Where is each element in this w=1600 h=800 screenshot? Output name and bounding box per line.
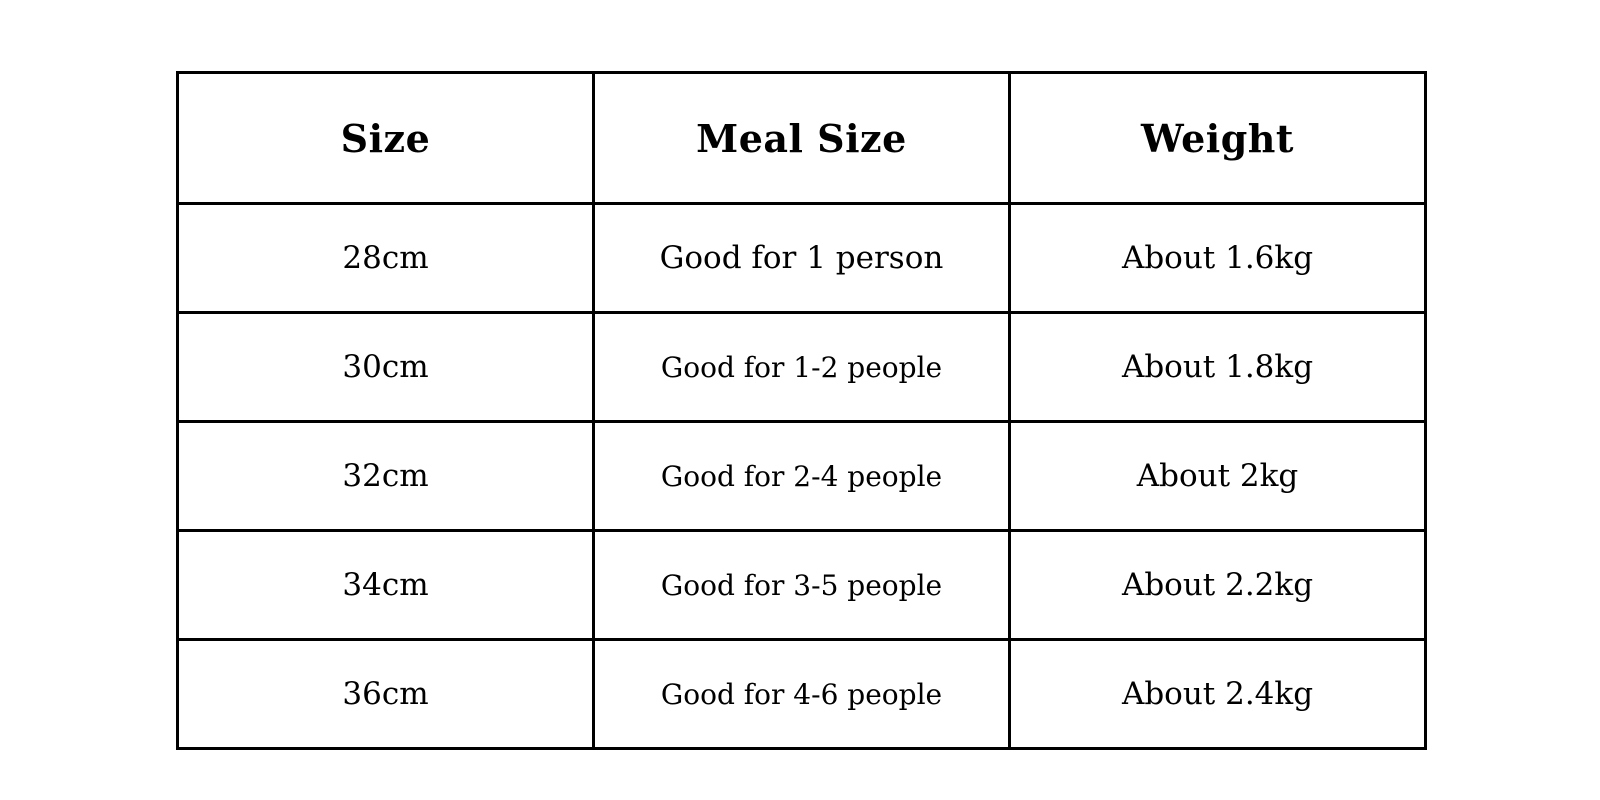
table-cell: About 2kg: [1008, 420, 1427, 532]
table-row: 28cm Good for 1 person About 1.6kg: [176, 202, 1427, 314]
table-row: 34cm Good for 3-5 people About 2.2kg: [176, 529, 1427, 641]
table-cell: Good for 3-5 people: [592, 529, 1011, 641]
table-cell: 30cm: [176, 311, 595, 423]
header-cell: Weight: [1008, 71, 1427, 205]
header-cell: Size: [176, 71, 595, 205]
table-cell: Good for 1 person: [592, 202, 1011, 314]
table-cell: Good for 2-4 people: [592, 420, 1011, 532]
header-row: Size Meal Size Weight: [176, 71, 1427, 205]
table-cell: 32cm: [176, 420, 595, 532]
table-row: 32cm Good for 2-4 people About 2kg: [176, 420, 1427, 532]
table-header: Size Meal Size Weight: [176, 71, 1427, 205]
table-cell: 28cm: [176, 202, 595, 314]
table-cell: About 2.4kg: [1008, 638, 1427, 750]
header-cell: Meal Size: [592, 71, 1011, 205]
table-cell: Good for 4-6 people: [592, 638, 1011, 750]
table-row: 30cm Good for 1-2 people About 1.8kg: [176, 311, 1427, 423]
table-cell: About 1.6kg: [1008, 202, 1427, 314]
table-cell: 36cm: [176, 638, 595, 750]
size-table: Size Meal Size Weight 28cm Good for 1 perso…: [176, 71, 1427, 750]
table-cell: About 1.8kg: [1008, 311, 1427, 423]
table-cell: About 2.2kg: [1008, 529, 1427, 641]
table-body: 28cm Good for 1 person About 1.6kg 30cm Good…: [176, 202, 1427, 750]
table-row: 36cm Good for 4-6 people About 2.4kg: [176, 638, 1427, 750]
table-cell: 34cm: [176, 529, 595, 641]
table-cell: Good for 1-2 people: [592, 311, 1011, 423]
